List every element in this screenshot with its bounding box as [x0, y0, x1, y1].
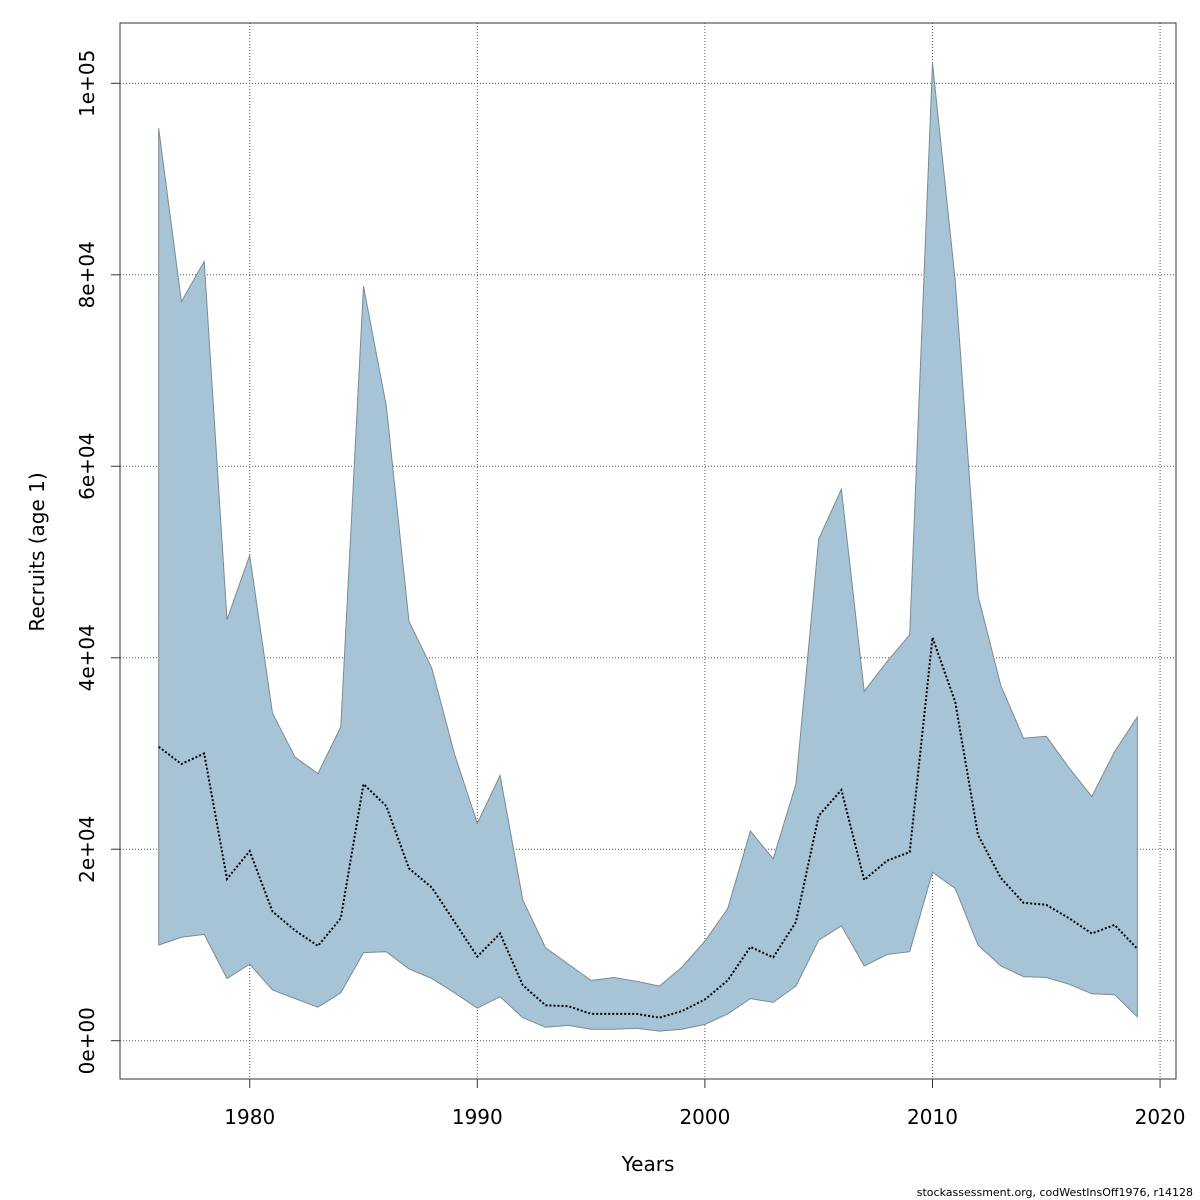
y-axis-label: Recruits (age 1): [25, 472, 49, 631]
confidence-band: [158, 63, 1138, 1032]
y-tick-label-1: 2e+04: [75, 816, 99, 883]
x-tick-label-2000: 2000: [679, 1105, 730, 1129]
x-axis: 1980 1990 2000 2010 2020: [224, 1078, 1186, 1129]
estimate-series-line: [158, 637, 1139, 1019]
y-tick-label-5: 1e+05: [75, 50, 99, 117]
x-tick-label-1990: 1990: [452, 1105, 503, 1129]
x-tick-label-2020: 2020: [1135, 1105, 1186, 1129]
y-tick-label-3: 6e+04: [75, 433, 99, 500]
y-tick-label-2: 4e+04: [75, 624, 99, 691]
x-tick-label-1980: 1980: [224, 1105, 275, 1129]
x-axis-label: Years: [621, 1152, 675, 1176]
y-axis: 0e+00 2e+04 4e+04 6e+04 8e+04 1e+05: [75, 50, 121, 1074]
y-tick-label-4: 8e+04: [75, 241, 99, 308]
y-tick-label-0: 0e+00: [75, 1007, 99, 1074]
x-tick-label-2010: 2010: [907, 1105, 958, 1129]
source-footnote: stockassessment.org, codWestInsOff1976, …: [917, 1186, 1193, 1199]
